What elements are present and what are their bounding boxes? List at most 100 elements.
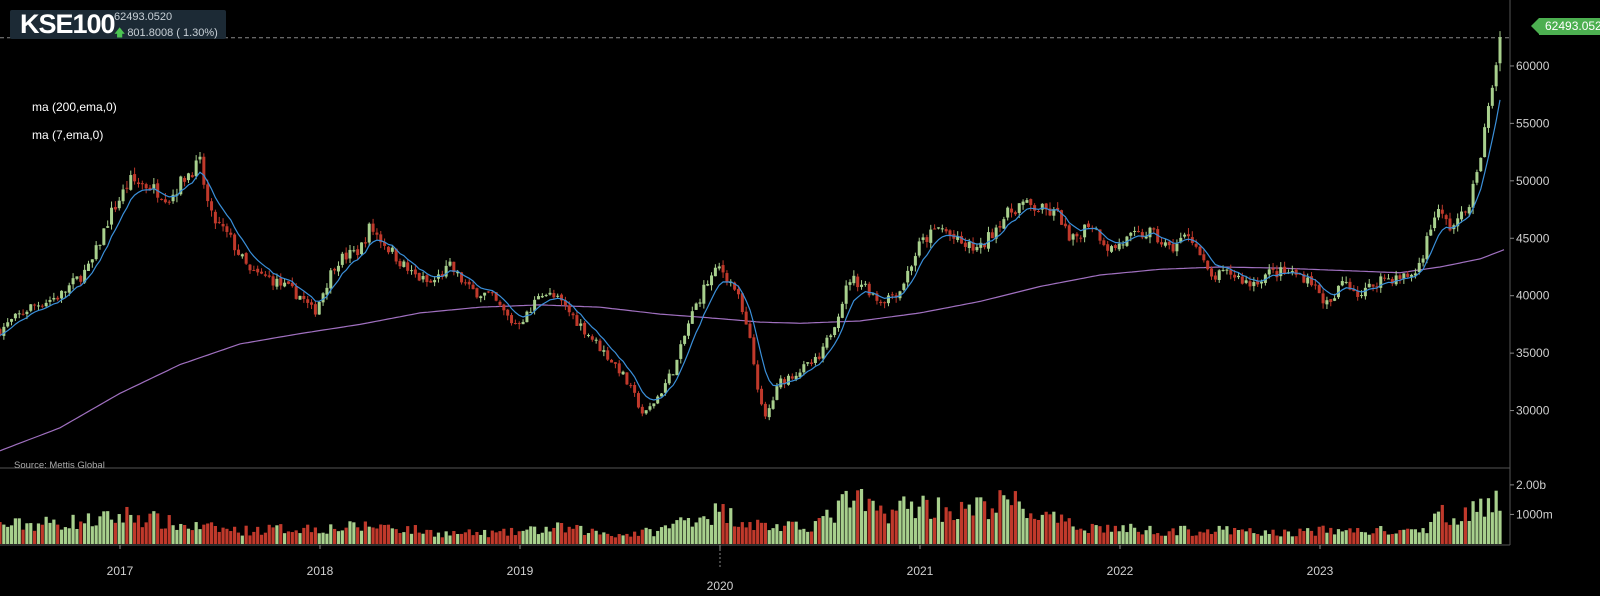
volume-bar	[183, 524, 187, 544]
grid	[0, 0, 1511, 546]
candle-body	[1321, 293, 1325, 304]
candle-body	[221, 223, 225, 227]
candle-body	[686, 323, 690, 336]
volume-bar	[1133, 527, 1137, 544]
volume-bar	[79, 521, 83, 544]
volume-bar	[394, 529, 398, 544]
volume-bar	[186, 528, 191, 544]
volume-bar	[1013, 491, 1017, 544]
candle-body	[179, 176, 183, 195]
candle-body	[498, 301, 502, 305]
candle-body	[394, 248, 398, 262]
candle-body	[160, 198, 164, 200]
candle-body	[148, 187, 152, 191]
candle-body	[279, 277, 283, 286]
volume-bar	[1125, 532, 1129, 544]
candle-body	[825, 337, 829, 348]
volume-bar	[686, 517, 691, 544]
ma-7-label[interactable]: ma (7,ema,0)	[32, 128, 104, 142]
volume-bar	[1225, 526, 1229, 544]
candle-body	[1379, 276, 1383, 288]
candle-body	[1240, 276, 1244, 284]
volume-bar	[1156, 533, 1160, 544]
candle-body	[752, 337, 756, 365]
candle-body	[340, 253, 344, 265]
volume-bar	[1313, 535, 1317, 544]
candle-body	[1417, 262, 1421, 273]
volume-bar	[52, 519, 56, 544]
volume-bar	[833, 522, 837, 544]
volume-bar	[140, 527, 144, 544]
candle-body	[529, 311, 533, 313]
volume-bar	[321, 532, 325, 544]
volume-bar	[1321, 525, 1325, 544]
candle-body	[1471, 183, 1475, 208]
candle-body	[140, 183, 144, 185]
volume-bar	[702, 516, 706, 544]
volume-bar	[990, 508, 994, 544]
volume-bar	[533, 526, 537, 544]
ma-200-label[interactable]: ma (200,ema,0)	[32, 100, 117, 114]
volume-bar	[279, 524, 283, 544]
volume-bar	[302, 527, 306, 544]
volume-bar	[659, 527, 664, 544]
candle-body	[510, 315, 514, 324]
volume-bar	[583, 534, 587, 544]
candle-body	[33, 304, 37, 306]
candle-body	[1371, 284, 1375, 287]
volume-bar	[1179, 525, 1183, 544]
volume-bar	[1079, 528, 1083, 544]
volume-bar	[1309, 530, 1314, 544]
volume-bar	[1336, 529, 1341, 544]
volume-bar	[1263, 530, 1267, 544]
volume-bar	[640, 529, 644, 544]
candle-body	[1002, 219, 1006, 229]
volume-bar	[898, 500, 902, 544]
volume-bar	[244, 525, 248, 544]
candle-body	[994, 227, 998, 239]
volume-bar	[1429, 521, 1433, 544]
candle-body	[1098, 229, 1102, 241]
volume-bar	[1271, 529, 1275, 544]
candle-body	[513, 323, 517, 325]
volume-bar	[1240, 529, 1244, 544]
volume-bar	[602, 532, 606, 544]
candle-body	[560, 294, 564, 301]
volume-bar	[1421, 528, 1425, 544]
candle-body	[717, 266, 721, 269]
candle-body	[317, 301, 321, 315]
candle-body	[833, 327, 837, 336]
volume-bar	[1136, 531, 1141, 544]
volume-bar	[1467, 520, 1471, 544]
volume-bar	[498, 531, 502, 544]
volume-bar	[613, 537, 617, 544]
volume-bar	[348, 521, 352, 544]
candle-body	[271, 276, 275, 286]
volume-bar	[625, 533, 629, 544]
candle-body	[1275, 271, 1279, 278]
volume-bar	[736, 526, 741, 544]
candle-body	[144, 184, 148, 189]
volume-bar	[1206, 529, 1210, 544]
volume-bar	[175, 529, 179, 544]
volume-bar	[290, 532, 294, 544]
volume-bar	[102, 511, 106, 544]
candle-body	[348, 249, 352, 259]
volume-bar	[886, 523, 891, 544]
candle-body	[202, 156, 206, 185]
volume-bar	[252, 531, 256, 544]
volume-bar	[1286, 531, 1291, 544]
volume-bar	[548, 531, 552, 544]
candle-body	[1294, 269, 1298, 275]
volume-bar	[225, 528, 229, 544]
candle-body	[417, 272, 421, 281]
volume-bar	[836, 500, 841, 544]
volume-bar	[706, 519, 710, 544]
candle-body	[1102, 240, 1106, 246]
candle-body	[236, 249, 240, 255]
candle-body	[979, 242, 983, 248]
candle-body	[1033, 205, 1037, 211]
volume-bar	[1121, 525, 1125, 544]
volume-bar	[798, 529, 802, 544]
